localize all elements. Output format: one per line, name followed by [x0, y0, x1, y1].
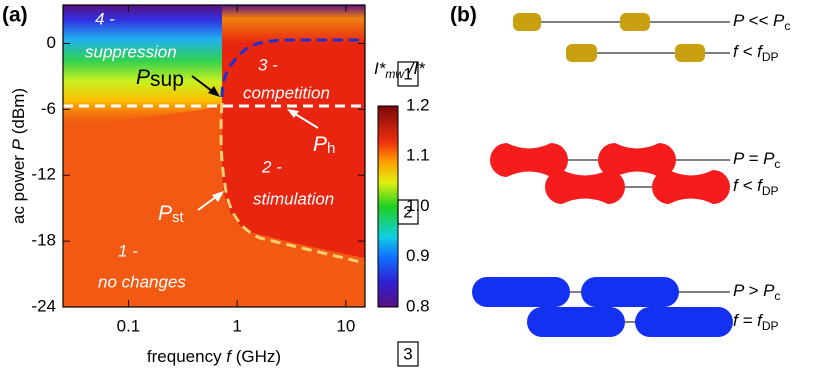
domain-blob	[527, 307, 625, 337]
number-box	[397, 199, 419, 225]
y-label-part: ac power	[9, 150, 28, 224]
domain-blob	[675, 44, 705, 62]
annotation: competition	[243, 83, 330, 102]
annotation: no changes	[98, 272, 186, 291]
cb-part: /I*	[404, 59, 426, 78]
marker-text: P	[158, 202, 172, 225]
annotation: 3 -	[258, 55, 278, 74]
marker-sub: h	[327, 140, 335, 157]
annotation: stimulation	[253, 189, 334, 208]
panel-label: (b)	[450, 4, 477, 27]
colorbar-tick-label: 0.8	[406, 296, 430, 315]
condition: P > Pc	[733, 281, 780, 303]
cb-part: mw	[385, 67, 405, 81]
colorbar-title: I*mw /I*	[374, 59, 426, 81]
p-sup-label: Psup	[136, 66, 184, 91]
y-tick-label: -12	[31, 165, 56, 184]
condition: P = Pc	[733, 149, 780, 171]
condition-text: f = f	[733, 311, 764, 330]
row-number: 3	[403, 344, 412, 363]
arrowhead	[287, 109, 299, 118]
domain-blob	[566, 44, 597, 62]
marker-sub: st	[172, 209, 185, 226]
y-axis-label: ac power P (dBm)	[9, 88, 28, 224]
x-label-part: f	[226, 347, 233, 366]
annotation: 1 -	[118, 241, 138, 260]
condition: f = fDP	[733, 311, 779, 333]
colorbar-tick-label: 0.9	[406, 246, 430, 265]
marker-text: P	[313, 133, 327, 156]
boundary-sup	[220, 38, 365, 98]
condition-text: f < f	[733, 176, 764, 195]
condition-sub: c	[774, 289, 780, 303]
p-h-label: Ph	[313, 133, 335, 157]
condition-sub: DP	[762, 184, 779, 198]
plot-frame	[62, 4, 366, 308]
condition-text: P = P	[733, 149, 775, 168]
condition-sub: c	[784, 19, 790, 33]
condition-sub: c	[774, 157, 780, 171]
x-label-part: (GHz)	[231, 347, 281, 366]
condition-text: f < f	[733, 42, 764, 61]
annotation: 4 -	[95, 9, 115, 28]
number-box	[397, 61, 419, 87]
boundary-st	[219, 102, 366, 265]
x-tick-label: 1	[232, 316, 241, 335]
x-axis-label: frequency f (GHz)	[147, 347, 281, 366]
domain-blob	[513, 13, 541, 31]
annotation: suppression	[85, 42, 177, 61]
arrowhead	[212, 191, 224, 202]
condition-sub: DP	[762, 50, 779, 64]
panel-label: (a)	[2, 4, 28, 27]
axes: 0.1 1 100-6-12-18-24 0.80.91.01.11.2	[31, 5, 430, 335]
condition-text: P > P	[733, 281, 775, 300]
marker-text: P	[136, 66, 150, 89]
marker-sub: sup	[150, 68, 184, 91]
y-label-part: (dBm)	[9, 88, 28, 139]
row-number: 1	[403, 64, 412, 83]
y-tick-label: -6	[41, 99, 56, 118]
colorbar	[377, 105, 399, 308]
y-tick-label: -24	[31, 296, 56, 315]
condition: f < fDP	[733, 176, 779, 198]
heatmap	[63, 5, 365, 307]
x-label-part: frequency	[147, 347, 226, 366]
colorbar-tick-label: 1.2	[406, 95, 430, 114]
domain-blob	[635, 307, 733, 337]
domain-blob	[620, 13, 650, 31]
x-tick-label: 0.1	[117, 316, 141, 335]
arrowhead	[208, 86, 220, 97]
y-tick-label: -18	[31, 231, 56, 250]
domain-blob	[545, 170, 625, 204]
cb-part: I*	[374, 59, 387, 78]
colorbar-tick-label: 1.1	[406, 146, 430, 165]
condition: f < fDP	[733, 42, 779, 64]
domain-blob	[598, 143, 676, 177]
domain-blob	[581, 277, 679, 307]
condition-text: P << P	[733, 11, 785, 30]
domain-blob	[652, 170, 730, 204]
y-label-part: P	[9, 138, 28, 150]
domain-blob	[472, 277, 570, 307]
y-tick-label: 0	[47, 33, 56, 52]
row-number: 2	[403, 202, 412, 221]
number-box	[397, 341, 419, 367]
condition: P << Pc	[733, 11, 790, 33]
condition-sub: DP	[762, 319, 779, 333]
p-st-label: Pst	[158, 202, 185, 226]
domain-blob	[490, 143, 568, 177]
x-tick-label: 10	[336, 316, 355, 335]
annotation: 2 -	[261, 157, 282, 176]
